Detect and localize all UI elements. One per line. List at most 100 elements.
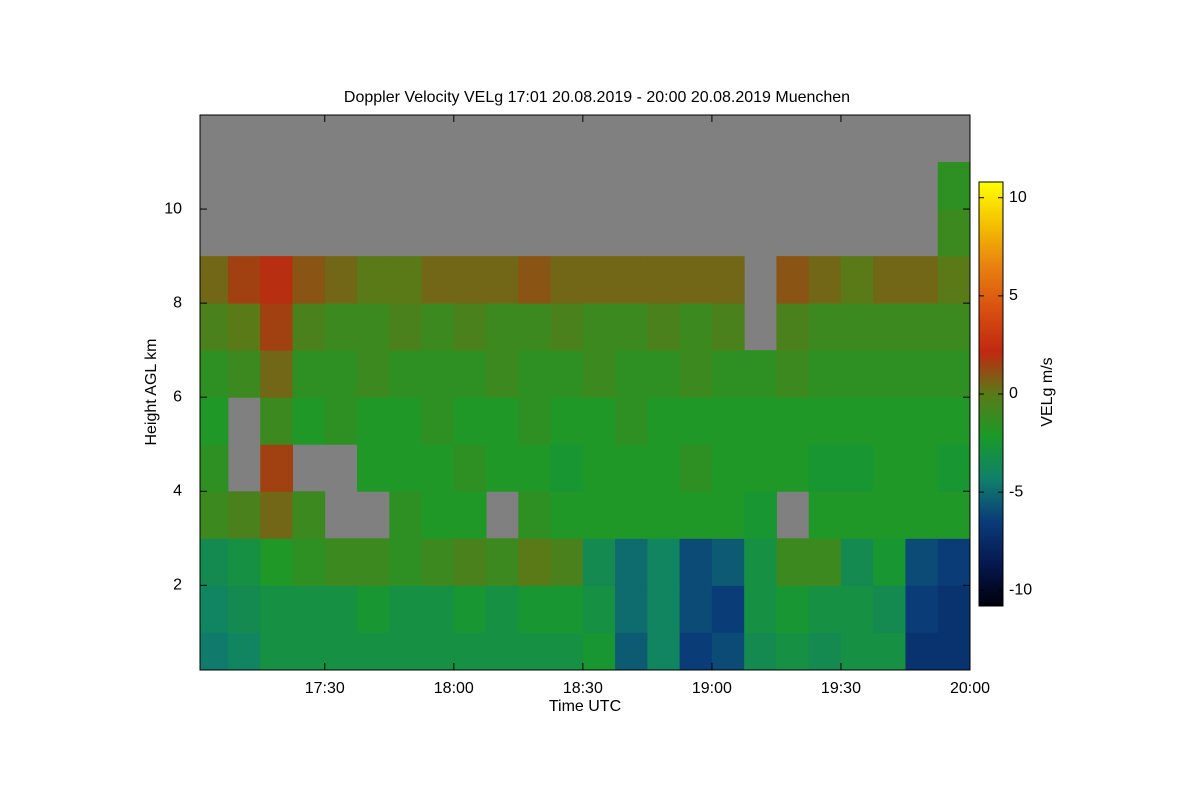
heatmap-cell <box>227 585 261 633</box>
heatmap-cell <box>905 256 939 304</box>
y-tick-label: 4 <box>173 482 182 499</box>
heatmap-cell <box>647 632 681 670</box>
heatmap-cell <box>453 632 487 670</box>
heatmap-cell <box>453 397 487 445</box>
heatmap-cell <box>324 256 358 304</box>
x-tick-label: 17:30 <box>305 680 345 697</box>
heatmap-cell <box>873 303 906 351</box>
heatmap-cell <box>647 303 681 351</box>
heatmap-cell <box>486 397 519 445</box>
heatmap-cell <box>840 397 874 445</box>
x-tick-label: 19:30 <box>821 680 861 697</box>
heatmap-cell <box>292 256 326 304</box>
heatmap-cell <box>486 256 519 304</box>
heatmap-cell <box>200 397 229 445</box>
heatmap-cell <box>582 444 616 492</box>
heatmap-cell <box>615 303 648 351</box>
colorbar-tick-label: 5 <box>1009 287 1018 304</box>
heatmap-cell <box>292 585 326 633</box>
heatmap-cell <box>808 350 842 398</box>
heatmap-cell <box>260 256 293 304</box>
heatmap-cell <box>937 256 970 304</box>
heatmap-cell <box>389 303 423 351</box>
heatmap-cell <box>260 632 293 670</box>
heatmap-cell <box>744 444 777 492</box>
heatmap-cell <box>615 538 648 586</box>
heatmap-cell <box>776 303 810 351</box>
heatmap-cell <box>357 585 390 633</box>
heatmap-cell <box>840 256 874 304</box>
heatmap-cell <box>389 350 423 398</box>
heatmap-cell <box>647 256 681 304</box>
heatmap-cell <box>744 397 777 445</box>
heatmap-cell <box>260 303 293 351</box>
heatmap-cell <box>200 632 229 670</box>
heatmap-cell <box>776 256 810 304</box>
heatmap-cell <box>937 632 970 670</box>
heatmap-cell <box>200 303 229 351</box>
heatmap-cell <box>776 538 810 586</box>
heatmap-cell <box>582 303 616 351</box>
heatmap-cell <box>550 303 584 351</box>
heatmap-cell <box>518 303 552 351</box>
heatmap-cell <box>744 491 777 539</box>
heatmap-cell <box>711 538 745 586</box>
heatmap-cell <box>292 350 326 398</box>
heatmap-cell <box>389 585 423 633</box>
heatmap-cell <box>776 350 810 398</box>
heatmap-cell <box>711 303 745 351</box>
heatmap-cell <box>840 350 874 398</box>
heatmap-cell <box>679 256 713 304</box>
heatmap-cell <box>711 350 745 398</box>
heatmap-cell <box>421 585 455 633</box>
heatmap-cell <box>389 632 423 670</box>
heatmap-cell <box>711 632 745 670</box>
heatmap-cell <box>550 397 584 445</box>
colorbar-tick-label: 10 <box>1009 189 1027 206</box>
heatmap-cell <box>582 491 616 539</box>
heatmap-cell <box>389 538 423 586</box>
heatmap-cell <box>905 585 939 633</box>
heatmap-cell <box>873 256 906 304</box>
heatmap-cell <box>260 444 293 492</box>
colorbar-tick-label: 0 <box>1009 385 1018 402</box>
heatmap-cell <box>227 538 261 586</box>
heatmap-cell <box>357 303 390 351</box>
heatmap-cell <box>615 444 648 492</box>
x-tick-label: 18:30 <box>563 680 603 697</box>
heatmap-cell <box>582 256 616 304</box>
heatmap-cell <box>840 632 874 670</box>
y-tick-label: 6 <box>173 388 182 405</box>
heatmap-cell <box>357 538 390 586</box>
x-axis-label: Time UTC <box>549 698 621 715</box>
heatmap-cell <box>582 585 616 633</box>
heatmap-cell <box>260 350 293 398</box>
heatmap-cell <box>905 397 939 445</box>
heatmap-cell <box>357 256 390 304</box>
colorbar-tick-label: -10 <box>1009 582 1032 599</box>
heatmap-cell <box>324 538 358 586</box>
heatmap-cell <box>615 256 648 304</box>
heatmap-cell <box>647 538 681 586</box>
heatmap-cell <box>873 538 906 586</box>
heatmap-cell <box>227 256 261 304</box>
heatmap-cell <box>679 491 713 539</box>
heatmap-cell <box>744 585 777 633</box>
heatmap-cell <box>453 256 487 304</box>
heatmap-cell <box>582 538 616 586</box>
heatmap-cell <box>840 491 874 539</box>
heatmap-cell <box>550 632 584 670</box>
heatmap-cell <box>550 444 584 492</box>
heatmap-cell <box>550 491 584 539</box>
heatmap-cell <box>324 350 358 398</box>
heatmap-cell <box>873 632 906 670</box>
heatmap-cell <box>421 632 455 670</box>
heatmap-cell <box>453 444 487 492</box>
heatmap-cell <box>421 538 455 586</box>
heatmap-cell <box>227 491 261 539</box>
colorbar-tick-label: -5 <box>1009 483 1023 500</box>
heatmap-cell <box>679 632 713 670</box>
heatmap-cell <box>421 256 455 304</box>
heatmap-cell <box>518 585 552 633</box>
